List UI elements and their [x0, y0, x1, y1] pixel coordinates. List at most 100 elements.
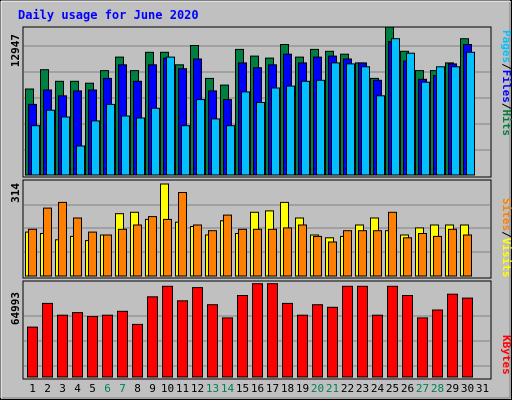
- bar-pages-day-3: [61, 116, 70, 176]
- bar-sites-day-28: [433, 235, 442, 277]
- bar-pages-day-25: [391, 38, 400, 176]
- bar-pages-day-5: [91, 120, 100, 176]
- bar-pages-day-28: [436, 66, 445, 176]
- bar-pages-day-29: [451, 66, 460, 176]
- bar-pages-day-11: [181, 125, 190, 176]
- x-tick-label-day-4: 4: [74, 382, 81, 395]
- bar-sites-day-11: [178, 192, 187, 277]
- bar-kbytes-day-9: [147, 296, 158, 378]
- bar-sites-day-6: [103, 234, 112, 277]
- bar-pages-day-27: [421, 81, 430, 176]
- bar-kbytes-day-16: [252, 283, 263, 378]
- x-tick-label-day-14: 14: [221, 382, 235, 395]
- bar-kbytes-day-8: [132, 323, 143, 378]
- bar-kbytes-day-7: [117, 310, 128, 378]
- bar-pages-day-12: [196, 99, 205, 176]
- bar-kbytes-day-10: [162, 285, 173, 378]
- bar-pages-day-9: [151, 107, 160, 176]
- bar-sites-day-2: [43, 207, 52, 277]
- x-tick-label-day-15: 15: [236, 382, 249, 395]
- x-tick-label-day-18: 18: [281, 382, 294, 395]
- bar-pages-day-1: [31, 125, 40, 176]
- bar-kbytes-day-11: [177, 300, 188, 378]
- chart-title: Daily usage for June 2020: [18, 8, 199, 22]
- x-tick-label-day-31: 31: [476, 382, 489, 395]
- panel3-y-max-label: 64993: [9, 292, 22, 325]
- bar-kbytes-day-29: [447, 293, 458, 378]
- bar-sites-day-4: [73, 217, 82, 277]
- x-tick-label-day-28: 28: [431, 382, 444, 395]
- bar-kbytes-day-20: [312, 304, 323, 378]
- bar-pages-day-18: [286, 85, 295, 176]
- legend-separator: /: [500, 231, 512, 238]
- bar-kbytes-day-15: [237, 295, 248, 378]
- bar-sites-day-18: [283, 227, 292, 277]
- bar-pages-day-20: [316, 79, 325, 176]
- bar-sites-day-8: [133, 224, 142, 277]
- bar-pages-day-2: [46, 109, 55, 176]
- bar-sites-day-24: [373, 230, 382, 277]
- bar-sites-day-5: [88, 231, 97, 277]
- legend-sites: Sites: [500, 198, 512, 231]
- x-tick-label-day-16: 16: [251, 382, 264, 395]
- panel3-y-axis-legend: KBytes: [500, 335, 512, 375]
- x-tick-label-day-11: 11: [176, 382, 189, 395]
- x-tick-label-day-24: 24: [371, 382, 385, 395]
- bar-kbytes-day-3: [57, 314, 68, 378]
- bar-sites-day-27: [418, 233, 427, 277]
- x-tick-label-day-5: 5: [89, 382, 96, 395]
- bar-kbytes-day-25: [387, 285, 398, 378]
- bar-sites-day-16: [253, 228, 262, 277]
- bar-kbytes-day-26: [402, 295, 413, 378]
- panel2-y-axis-legend: Sites/Visits: [500, 198, 512, 278]
- panel-kbytes: 64993 KBytes: [9, 280, 512, 380]
- bar-sites-day-1: [28, 228, 37, 277]
- panel1-y-max-label: 12947: [9, 34, 22, 67]
- x-tick-label-day-8: 8: [134, 382, 141, 395]
- bar-sites-day-3: [58, 201, 67, 277]
- bar-kbytes-day-4: [72, 312, 83, 378]
- legend-files: Files: [500, 70, 512, 103]
- bar-kbytes-day-27: [417, 317, 428, 378]
- panel1-y-axis-legend: Pages/Files/Hits: [500, 30, 512, 136]
- bar-sites-day-26: [403, 237, 412, 277]
- bar-sites-day-30: [463, 234, 472, 277]
- bar-sites-day-22: [343, 230, 352, 277]
- bar-sites-day-10: [163, 218, 172, 277]
- bar-pages-day-30: [466, 51, 475, 176]
- bar-kbytes-day-21: [327, 306, 338, 378]
- bar-pages-day-8: [136, 117, 145, 176]
- bar-pages-day-21: [331, 62, 340, 176]
- panel2-y-max-label: 314: [9, 183, 22, 203]
- x-tick-label-day-26: 26: [401, 382, 414, 395]
- panel-sites-visits: 314 Sites/Visits: [9, 179, 512, 279]
- bar-sites-day-21: [328, 241, 337, 277]
- bar-pages-day-22: [346, 63, 355, 176]
- bar-sites-day-23: [358, 230, 367, 277]
- x-tick-label-day-3: 3: [59, 382, 66, 395]
- bar-kbytes-day-24: [372, 314, 383, 378]
- x-tick-label-day-23: 23: [356, 382, 369, 395]
- bar-sites-day-12: [193, 224, 202, 277]
- x-tick-label-day-19: 19: [296, 382, 309, 395]
- x-tick-label-day-25: 25: [386, 382, 399, 395]
- bar-kbytes-day-14: [222, 317, 233, 378]
- x-tick-label-day-1: 1: [29, 382, 36, 395]
- bar-pages-day-23: [361, 66, 370, 176]
- x-tick-label-day-27: 27: [416, 382, 429, 395]
- bar-kbytes-day-6: [102, 314, 113, 378]
- bar-pages-day-6: [106, 103, 115, 176]
- bar-kbytes-day-5: [87, 316, 98, 378]
- bar-kbytes-day-1: [27, 326, 38, 378]
- x-tick-label-day-22: 22: [341, 382, 354, 395]
- legend-separator: /: [500, 103, 512, 110]
- legend-hits: Hits: [500, 110, 512, 137]
- x-tick-label-day-6: 6: [104, 382, 111, 395]
- bar-sites-day-20: [313, 235, 322, 277]
- bar-pages-day-13: [211, 118, 220, 176]
- x-tick-label-day-20: 20: [311, 382, 324, 395]
- x-tick-label-day-9: 9: [149, 382, 156, 395]
- bar-pages-day-10: [166, 56, 175, 176]
